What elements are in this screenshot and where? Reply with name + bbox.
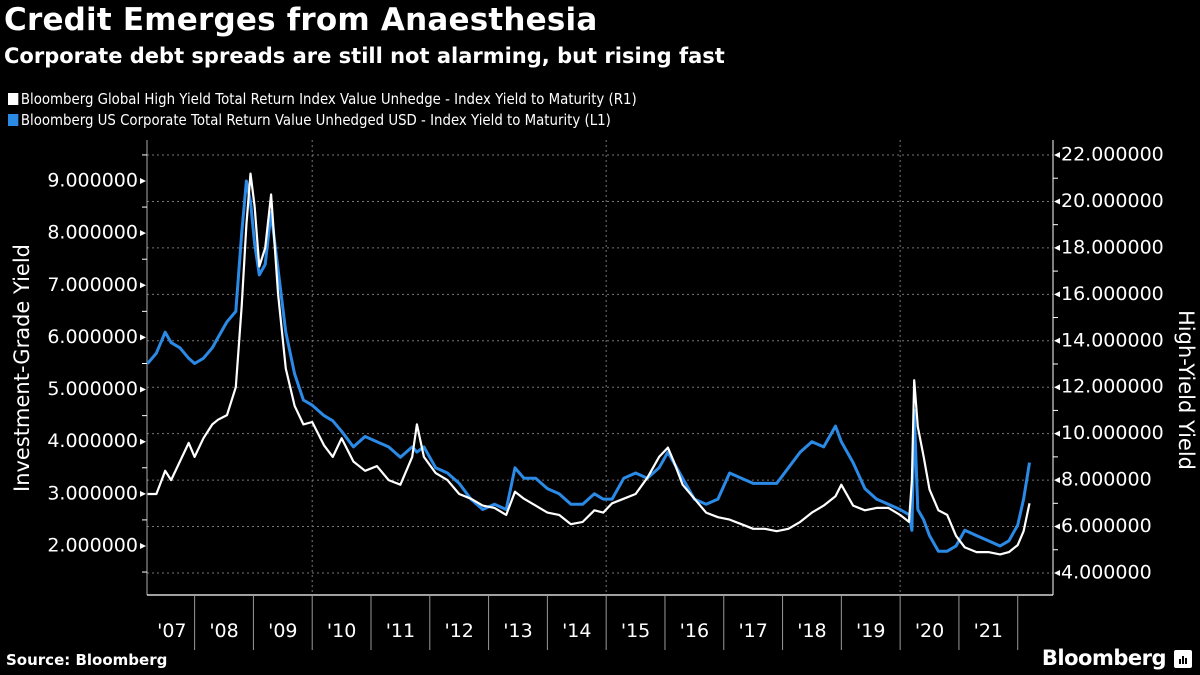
- y-right-tick-mark: [1054, 198, 1060, 205]
- series-line-high-yield: [147, 172, 1031, 556]
- series-line-investment-grade: [146, 179, 1031, 553]
- y-right-tick-mark: [1054, 430, 1060, 437]
- legend-item-investment-grade[interactable]: Bloomberg US Corporate Total Return Valu…: [8, 111, 611, 129]
- legend-swatch-investment-grade: [8, 114, 19, 126]
- y-left-tick-label: 9.000000: [47, 170, 138, 192]
- axes: 2.000000 3.000000 4.000000 5.000000 6.000000…: [47, 140, 1164, 650]
- x-tick-label: '10: [327, 620, 356, 642]
- y-left-tick-label: 3.000000: [47, 482, 138, 504]
- source-note: Source: Bloomberg: [6, 651, 168, 669]
- legend-item-high-yield[interactable]: Bloomberg Global High Yield Total Return…: [8, 90, 637, 108]
- x-tick-label: '17: [738, 620, 767, 642]
- y-right-tick-label: 18.000000: [1061, 236, 1164, 258]
- bloomberg-chart-icon: [1174, 650, 1192, 668]
- x-tick-label: '18: [797, 620, 826, 642]
- y-right-tick-label: 14.000000: [1061, 329, 1164, 351]
- y-left-tick-mark: [140, 230, 146, 237]
- y-left-tick-mark: [140, 178, 146, 184]
- y-left-tick-label: 8.000000: [47, 222, 138, 244]
- y-right-tick-mark: [1054, 477, 1060, 484]
- legend-label-high-yield: Bloomberg Global High Yield Total Return…: [20, 90, 637, 108]
- y-right-tick-mark: [1054, 291, 1060, 298]
- y-right-tick-mark: [1054, 152, 1060, 158]
- legend-label-investment-grade: Bloomberg US Corporate Total Return Valu…: [20, 111, 611, 129]
- y-left-tick-mark: [140, 438, 146, 445]
- y-left-tick-mark: [140, 542, 146, 549]
- y-left-tick-label: 7.000000: [47, 274, 138, 296]
- y-right-tick-label: 16.000000: [1061, 283, 1164, 305]
- y-right-tick-label: 8.000000: [1061, 469, 1152, 491]
- y-right-tick-mark: [1054, 523, 1060, 530]
- y-right-tick-mark: [1054, 244, 1060, 251]
- y-right-tick-mark: [1054, 384, 1060, 391]
- y-right-tick-mark: [1054, 569, 1060, 576]
- x-tick-label: '07: [157, 620, 186, 642]
- legend-swatch-high-yield: [8, 93, 19, 105]
- chart-title: Credit Emerges from Anaesthesia: [4, 2, 598, 38]
- x-tick-label: '21: [974, 620, 1003, 642]
- y-left-tick-mark: [140, 334, 146, 341]
- x-tick-label: '12: [444, 620, 473, 642]
- gridlines: [147, 140, 1053, 595]
- y-left-tick-mark: [140, 282, 146, 289]
- x-tick-label: '11: [386, 620, 415, 642]
- y-left-tick-mark: [140, 490, 146, 497]
- x-tick-label: '14: [562, 620, 591, 642]
- x-tick-label: '19: [856, 620, 885, 642]
- y-left-tick-label: 5.000000: [47, 378, 138, 400]
- x-tick-label: '15: [621, 620, 650, 642]
- y-left-tick-mark: [140, 386, 146, 393]
- chart-subtitle: Corporate debt spreads are still not ala…: [4, 44, 725, 68]
- x-tick-label: '16: [680, 620, 709, 642]
- x-tick-label: '09: [268, 620, 297, 642]
- y-right-tick-label: 12.000000: [1061, 376, 1164, 398]
- y-left-tick-label: 4.000000: [47, 430, 138, 452]
- y-left-axis-title: Investment-Grade Yield: [10, 244, 34, 492]
- series-lines: [146, 172, 1031, 556]
- x-tick-label: '08: [209, 620, 238, 642]
- y-right-tick-label: 20.000000: [1061, 190, 1164, 212]
- y-left-tick-label: 2.000000: [47, 534, 138, 556]
- y-right-tick-label: 4.000000: [1061, 561, 1152, 583]
- y-right-tick-label: 22.000000: [1061, 144, 1164, 166]
- bloomberg-logo: Bloomberg: [1041, 646, 1167, 670]
- x-tick-label: '13: [503, 620, 532, 642]
- y-right-axis-title: High-Yield Yield: [1174, 310, 1198, 470]
- y-right-tick-mark: [1054, 337, 1060, 344]
- y-right-tick-label: 10.000000: [1061, 422, 1164, 444]
- x-tick-label: '20: [915, 620, 944, 642]
- y-left-tick-label: 6.000000: [47, 326, 138, 348]
- y-right-tick-label: 6.000000: [1061, 515, 1152, 537]
